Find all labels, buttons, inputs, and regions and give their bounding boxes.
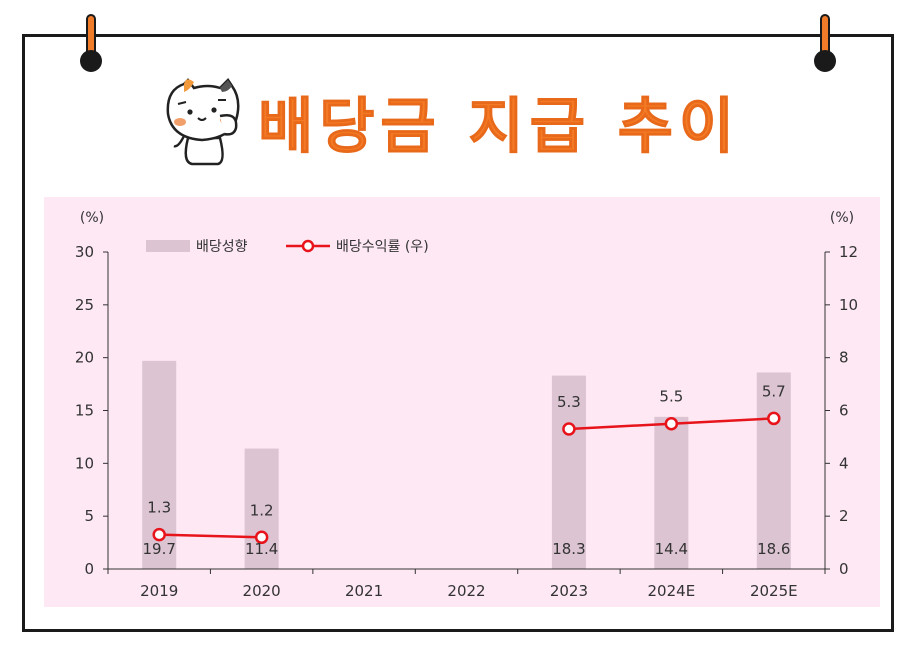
bar <box>756 372 791 569</box>
line-point <box>254 530 269 545</box>
bar-data-label: 19.7 <box>143 540 176 558</box>
x-tick-label: 2020 <box>243 582 281 600</box>
bar-data-label: 14.4 <box>655 540 688 558</box>
bar-data-label: 18.6 <box>757 540 790 558</box>
bar-data-label: 18.3 <box>552 540 585 558</box>
line-point <box>664 416 679 431</box>
line-data-label: 1.2 <box>250 501 274 519</box>
legend-bar-swatch <box>146 240 190 252</box>
right-tick-label: 12 <box>839 243 858 261</box>
line-point <box>767 411 781 426</box>
left-tick-label: 0 <box>84 560 94 578</box>
line-data-label: 5.3 <box>557 393 581 411</box>
right-axis-unit: (%) <box>830 210 854 226</box>
left-tick-label: 15 <box>75 402 94 420</box>
left-axis-unit: (%) <box>80 210 104 226</box>
line-point <box>152 527 166 542</box>
left-tick-label: 30 <box>75 243 94 261</box>
cat-mascot-icon <box>166 78 240 166</box>
bar-data-label: 11.4 <box>245 540 278 558</box>
line-data-label: 5.7 <box>762 382 786 400</box>
x-tick-label: 2023 <box>550 582 588 600</box>
right-tick-label: 0 <box>839 560 849 578</box>
right-tick-label: 2 <box>839 507 849 525</box>
x-tick-label: 2025E <box>750 582 798 600</box>
line-data-label: 5.5 <box>659 388 683 406</box>
legend-line-marker <box>301 239 315 253</box>
left-pin <box>80 50 102 72</box>
left-tick-label: 10 <box>75 454 94 472</box>
line-segment <box>671 417 774 425</box>
bar <box>244 448 279 569</box>
bar <box>551 375 586 569</box>
bar <box>654 416 689 569</box>
right-tick-label: 6 <box>839 402 849 420</box>
x-tick-label: 2019 <box>140 582 178 600</box>
legend-bar-label: 배당성향 <box>196 239 248 255</box>
right-tick-label: 4 <box>839 454 849 472</box>
left-tick-label: 20 <box>75 349 94 367</box>
x-tick-label: 2024E <box>648 582 696 600</box>
line-segment <box>159 533 262 539</box>
right-tick-label: 10 <box>839 296 858 314</box>
right-pin <box>814 50 836 72</box>
left-tick-label: 25 <box>75 296 94 314</box>
line-segment <box>568 422 672 431</box>
line-point <box>562 422 576 436</box>
legend-line-label: 배당수익률 (우) <box>336 239 429 255</box>
page-title: 배당금 지급 추이 <box>257 92 741 163</box>
line-data-label: 1.3 <box>147 499 171 517</box>
left-tick-label: 5 <box>84 507 94 525</box>
x-tick-label: 2021 <box>345 582 383 600</box>
x-tick-label: 2022 <box>447 582 485 600</box>
plot-background <box>44 197 880 607</box>
right-tick-label: 8 <box>839 349 849 367</box>
